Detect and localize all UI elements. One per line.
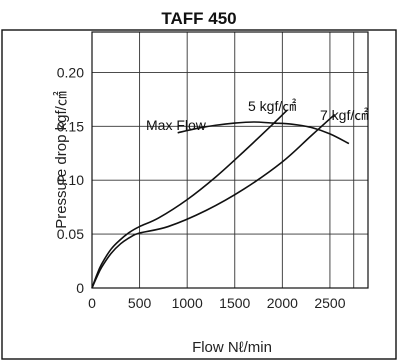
chart-title: TAFF 450: [161, 9, 237, 28]
annotation-7-kgf: 7 kgf/㎠: [320, 107, 368, 123]
x-tick-label: 500: [128, 295, 152, 311]
tick-labels: 0 500 1000 1500 2000 2500 0 0.05 0.10 0.15 0.20: [57, 64, 346, 311]
x-tick-label: 2500: [314, 295, 345, 311]
series-line-5-kgf: [91, 109, 288, 289]
y-tick-label: 0.05: [57, 226, 84, 242]
y-tick-label: 0.10: [57, 172, 84, 188]
series-line-max-flow: [177, 121, 350, 145]
annotation-5-kgf: 5 kgf/㎠: [248, 98, 296, 114]
x-axis-label: Flow Nℓ/min: [192, 339, 272, 356]
series-line-7-kgf: [91, 113, 336, 289]
outer-frame: [1, 29, 397, 360]
plot-frame: [91, 31, 369, 289]
x-tick-label: 1000: [172, 295, 203, 311]
x-tick-label: 1500: [219, 295, 250, 311]
x-tick-label: 0: [88, 295, 96, 311]
series-layer: [91, 109, 350, 289]
y-tick-label: 0.20: [57, 64, 84, 80]
grid-lines: [92, 32, 368, 288]
y-tick-label: 0: [76, 280, 84, 296]
annotation-max-flow: Max Flow: [146, 117, 207, 133]
y-axis-label: Pressure drop kgf/㎠: [53, 91, 70, 229]
y-tick-label: 0.15: [57, 118, 84, 134]
x-tick-label: 2000: [267, 295, 298, 311]
